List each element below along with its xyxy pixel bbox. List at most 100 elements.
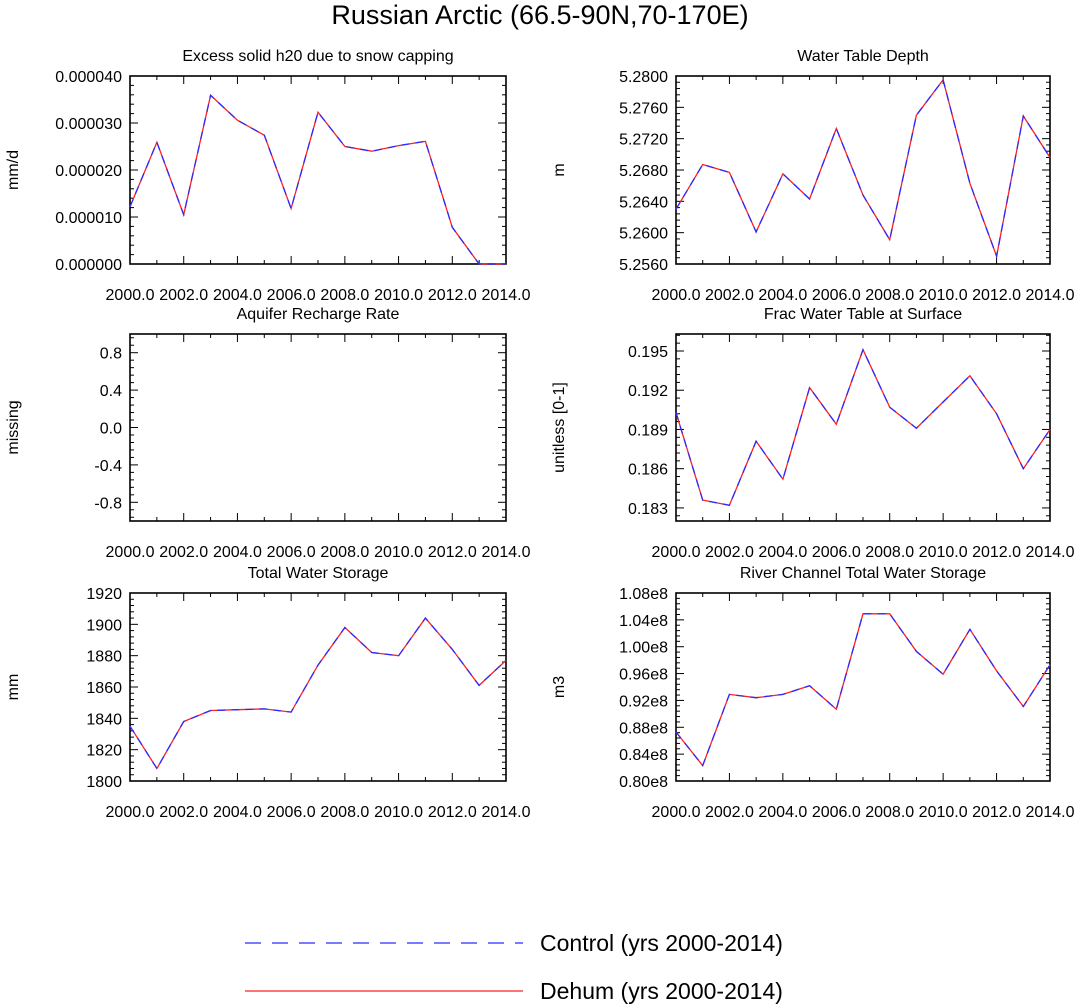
- x-tick-label: 2006.0: [812, 544, 861, 561]
- plot-frame: [129, 75, 507, 265]
- plot-frame: [129, 333, 507, 522]
- x-tick-label: 2000.0: [652, 804, 701, 821]
- y-tick-label: 1.08e8: [619, 586, 668, 603]
- x-tick-label: 2004.0: [758, 287, 807, 304]
- y-tick-label: 0.0: [100, 421, 122, 438]
- plot-frame: [675, 333, 1051, 522]
- chart-panel-3: Aquifer Recharge Rate 2000.0 2002.0 2004.0 2…: [5, 306, 531, 561]
- series-line-control: [675, 347, 1051, 507]
- x-tick-label: 2012.0: [428, 544, 477, 561]
- x-tick-label: 2012.0: [428, 287, 477, 304]
- x-tick-label: 2014.0: [1026, 287, 1075, 304]
- panel-title: Excess solid h20 due to snow capping: [182, 48, 453, 65]
- x-tick-label: 2014.0: [1026, 804, 1075, 821]
- x-tick-label: 2000.0: [652, 287, 701, 304]
- y-tick-label: 0.000000: [55, 257, 122, 274]
- x-tick-label: 2014.0: [1026, 544, 1075, 561]
- y-tick-label: 0.195: [628, 344, 668, 361]
- y-tick-label: 0.192: [628, 383, 668, 400]
- x-tick-label: 2008.0: [320, 804, 369, 821]
- y-tick-label: 0.80e8: [619, 774, 668, 791]
- x-tick-label: 2006.0: [267, 287, 316, 304]
- x-tick-label: 2000.0: [106, 804, 155, 821]
- panel-title: Aquifer Recharge Rate: [237, 306, 400, 323]
- y-tick-label: 5.2600: [619, 226, 668, 243]
- x-tick-label: 2004.0: [213, 544, 262, 561]
- x-tick-label: 2010.0: [919, 287, 968, 304]
- x-tick-label: 2002.0: [159, 804, 208, 821]
- series-line-control: [129, 617, 507, 770]
- x-tick-label: 2012.0: [972, 804, 1021, 821]
- y-tick-label: 5.2680: [619, 163, 668, 180]
- y-tick-label: 0.000020: [55, 163, 122, 180]
- x-tick-label: 2008.0: [320, 287, 369, 304]
- y-axis-label: m3: [551, 676, 568, 698]
- y-tick-label: 0.000010: [55, 210, 122, 227]
- x-tick-label: 2000.0: [652, 544, 701, 561]
- legend: Control (yrs 2000-2014) Dehum (yrs 2000-…: [245, 930, 783, 1004]
- y-tick-label: 0.96e8: [619, 667, 668, 684]
- y-tick-label: 1840: [86, 711, 122, 728]
- x-tick-label: 2006.0: [812, 804, 861, 821]
- x-tick-label: 2014.0: [482, 804, 531, 821]
- x-tick-label: 2002.0: [705, 287, 754, 304]
- y-tick-label: 0.000040: [55, 69, 122, 86]
- x-tick-label: 2008.0: [865, 544, 914, 561]
- x-tick-label: 2012.0: [428, 804, 477, 821]
- x-tick-label: 2010.0: [919, 544, 968, 561]
- panel-title: Total Water Storage: [248, 565, 389, 582]
- legend-control-label: Control (yrs 2000-2014): [540, 930, 783, 956]
- y-tick-label: 5.2560: [619, 257, 668, 274]
- x-tick-label: 2014.0: [482, 287, 531, 304]
- y-axis-label: mm: [5, 674, 22, 701]
- y-tick-label: 0.000030: [55, 116, 122, 133]
- y-tick-label: 0.4: [100, 383, 122, 400]
- series-line-dehum: [675, 347, 1051, 507]
- x-tick-label: 2010.0: [374, 287, 423, 304]
- y-axis-label: missing: [5, 400, 22, 454]
- x-tick-label: 2014.0: [482, 544, 531, 561]
- x-tick-label: 2010.0: [374, 804, 423, 821]
- y-tick-label: 0.8: [100, 346, 122, 363]
- plot-frame: [129, 592, 507, 782]
- chart-panel-1: Excess solid h20 due to snow capping 2000…: [5, 48, 531, 304]
- y-tick-label: -0.8: [94, 495, 122, 512]
- series-line-control: [675, 613, 1051, 767]
- x-tick-label: 2006.0: [267, 804, 316, 821]
- y-tick-label: 1920: [86, 586, 122, 603]
- x-tick-label: 2008.0: [320, 544, 369, 561]
- y-tick-label: 0.183: [628, 501, 668, 518]
- y-axis-label: mm/d: [5, 150, 22, 190]
- x-tick-label: 2004.0: [213, 287, 262, 304]
- chart-panels: Excess solid h20 due to snow capping 2000…: [5, 48, 1075, 821]
- y-tick-label: 1800: [86, 774, 122, 791]
- y-tick-label: 1820: [86, 743, 122, 760]
- x-tick-label: 2008.0: [865, 804, 914, 821]
- series-line-dehum: [675, 78, 1051, 259]
- x-tick-label: 2004.0: [213, 804, 262, 821]
- y-tick-label: 5.2640: [619, 194, 668, 211]
- series-line-control: [675, 78, 1051, 259]
- panel-title: Frac Water Table at Surface: [764, 306, 962, 323]
- plot-frame: [675, 592, 1051, 782]
- y-axis-label: unitless [0-1]: [551, 382, 568, 473]
- x-tick-label: 2006.0: [267, 544, 316, 561]
- x-tick-label: 2012.0: [972, 544, 1021, 561]
- y-tick-label: 5.2800: [619, 69, 668, 86]
- y-tick-label: 0.92e8: [619, 693, 668, 710]
- y-tick-label: 1.04e8: [619, 613, 668, 630]
- x-tick-label: 2010.0: [919, 804, 968, 821]
- series-line-dehum: [129, 94, 506, 265]
- x-tick-label: 2000.0: [106, 544, 155, 561]
- x-tick-label: 2004.0: [758, 804, 807, 821]
- y-axis-label: m: [551, 163, 568, 176]
- y-tick-label: 1880: [86, 649, 122, 666]
- y-tick-label: 0.189: [628, 422, 668, 439]
- y-tick-label: 1860: [86, 680, 122, 697]
- x-tick-label: 2002.0: [705, 804, 754, 821]
- figure-title: Russian Arctic (66.5-90N,70-170E): [331, 0, 748, 30]
- y-tick-label: 5.2760: [619, 100, 668, 117]
- y-tick-label: 1900: [86, 617, 122, 634]
- chart-panel-5: Total Water Storage 2000.0 2002.0 2004.0 200…: [5, 565, 531, 821]
